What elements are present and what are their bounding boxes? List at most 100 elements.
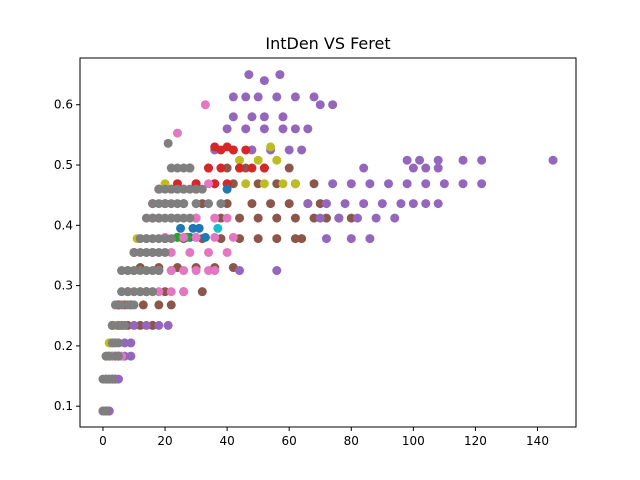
- data-point: [477, 179, 487, 189]
- data-point: [154, 184, 164, 194]
- data-point: [160, 184, 170, 194]
- data-point: [160, 199, 170, 209]
- data-point: [210, 232, 220, 242]
- data-point: [179, 163, 189, 173]
- data-point: [148, 320, 158, 330]
- data-point: [309, 92, 319, 102]
- x-axis: 0 20 40 60 80 100 120 140: [99, 427, 549, 448]
- data-point: [148, 266, 158, 276]
- data-point: [433, 155, 443, 165]
- series-6: [213, 223, 223, 233]
- data-point: [166, 184, 176, 194]
- data-point: [433, 163, 443, 173]
- data-point: [458, 155, 468, 165]
- data-point: [120, 338, 130, 348]
- data-point: [154, 300, 164, 310]
- data-point: [290, 213, 300, 223]
- data-point: [141, 287, 151, 297]
- data-point: [290, 124, 300, 134]
- data-point: [241, 145, 251, 155]
- data-point: [179, 232, 189, 242]
- data-point: [141, 247, 151, 257]
- data-point: [129, 320, 139, 330]
- data-point: [253, 155, 263, 165]
- data-point: [259, 124, 269, 134]
- y-tick-label: 0.4: [54, 218, 73, 232]
- data-point: [328, 179, 338, 189]
- data-point: [154, 247, 164, 257]
- data-point: [191, 232, 201, 242]
- data-point: [160, 234, 170, 244]
- data-point: [160, 247, 170, 257]
- data-point: [284, 145, 294, 155]
- data-point: [253, 234, 263, 244]
- data-point: [154, 287, 164, 297]
- series-1: [101, 70, 558, 416]
- points-layer: [98, 70, 558, 416]
- data-point: [253, 92, 263, 102]
- data-point: [415, 155, 425, 165]
- data-point: [228, 232, 238, 242]
- data-point: [185, 247, 195, 257]
- data-point: [172, 213, 182, 223]
- data-point: [110, 300, 120, 310]
- data-point: [321, 234, 331, 244]
- data-point: [179, 184, 189, 194]
- data-point: [204, 179, 213, 189]
- data-point: [328, 100, 338, 110]
- data-point: [377, 199, 387, 209]
- data-point: [166, 199, 176, 209]
- data-point: [266, 199, 276, 209]
- data-point: [204, 247, 213, 257]
- data-point: [259, 179, 269, 189]
- chart-title: IntDen VS Feret: [265, 34, 390, 53]
- data-point: [101, 406, 111, 416]
- data-point: [334, 213, 344, 223]
- data-point: [284, 163, 294, 173]
- data-point: [210, 213, 220, 223]
- data-point: [135, 320, 145, 330]
- data-point: [384, 179, 394, 189]
- data-point: [275, 70, 285, 80]
- data-point: [129, 266, 139, 276]
- data-point: [278, 112, 288, 122]
- data-point: [228, 112, 238, 122]
- data-point: [141, 320, 151, 330]
- data-point: [213, 223, 223, 233]
- data-point: [123, 266, 133, 276]
- data-point: [222, 199, 232, 209]
- data-point: [135, 247, 145, 257]
- data-point: [402, 155, 412, 165]
- data-point: [188, 223, 198, 233]
- data-point: [154, 213, 164, 223]
- data-point: [272, 266, 282, 276]
- data-point: [117, 300, 127, 310]
- data-point: [148, 287, 158, 297]
- data-point: [216, 199, 226, 209]
- plot-area-frame: [79, 57, 577, 428]
- data-point: [259, 76, 269, 86]
- data-point: [176, 223, 186, 233]
- data-point: [303, 124, 313, 134]
- data-point: [433, 199, 443, 209]
- data-point: [120, 320, 130, 330]
- y-tick-label: 0.5: [54, 158, 73, 172]
- data-point: [154, 320, 164, 330]
- data-point: [141, 213, 151, 223]
- data-point: [191, 213, 201, 223]
- data-point: [113, 374, 123, 384]
- data-point: [241, 163, 251, 173]
- data-point: [210, 142, 220, 152]
- data-point: [359, 163, 369, 173]
- data-point: [290, 92, 300, 102]
- data-point: [548, 155, 558, 165]
- data-point: [235, 155, 245, 165]
- data-point: [278, 124, 288, 134]
- data-point: [154, 266, 164, 276]
- data-point: [160, 213, 170, 223]
- data-point: [204, 163, 213, 173]
- data-point: [222, 184, 232, 194]
- data-point: [148, 199, 158, 209]
- data-point: [185, 213, 195, 223]
- data-point: [421, 199, 431, 209]
